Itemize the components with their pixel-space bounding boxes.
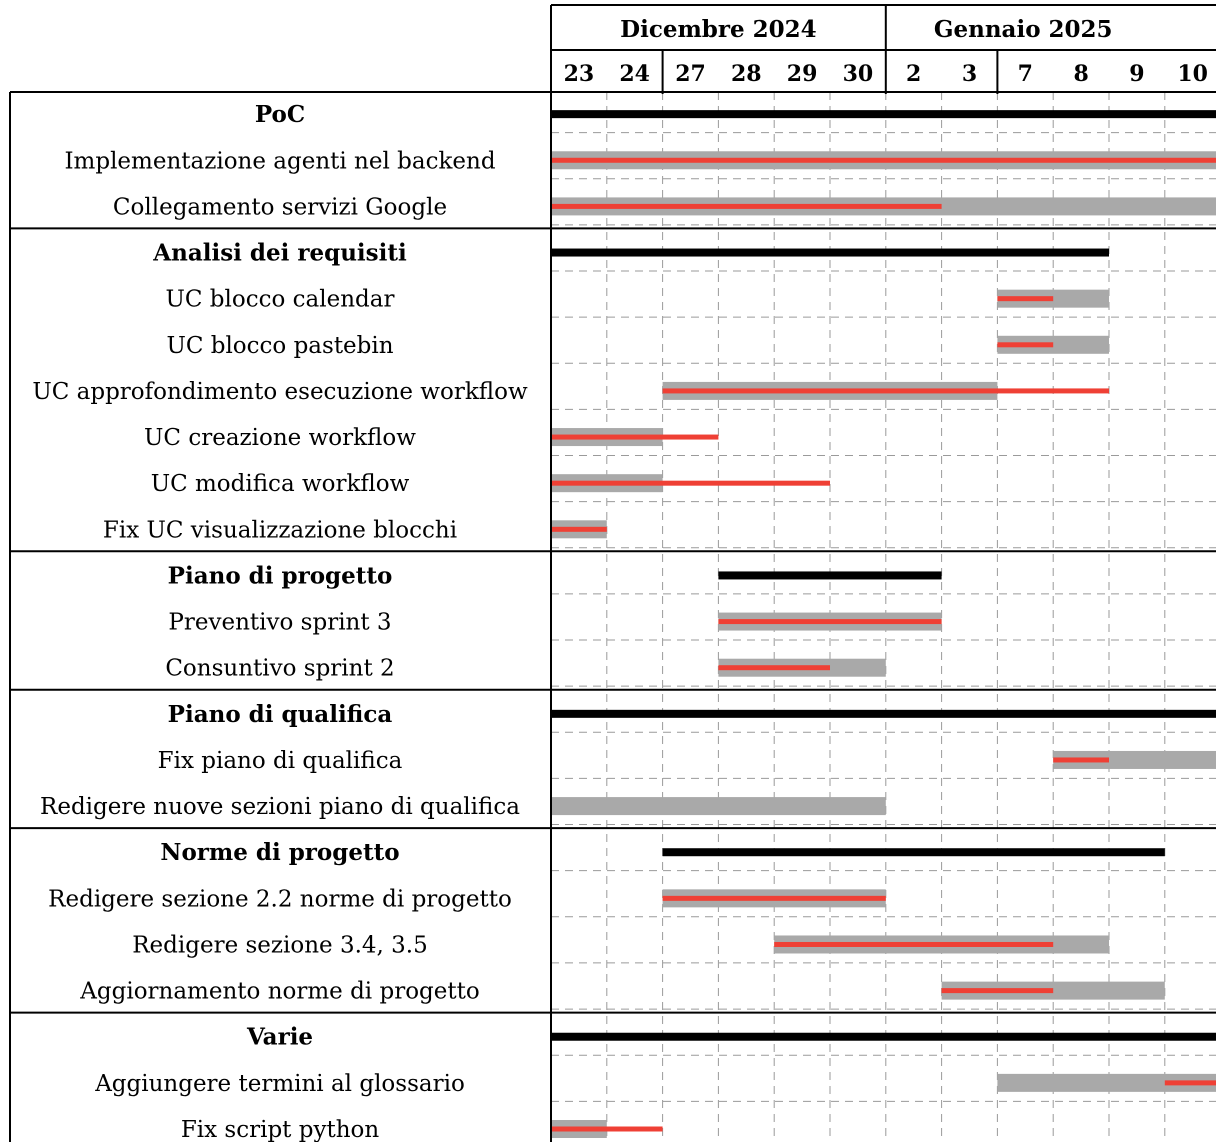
month-label: Dicembre 2024 (620, 16, 817, 43)
day-label: 7 (1018, 61, 1033, 87)
group-label: Piano di progetto (168, 562, 393, 589)
day-label: 9 (1129, 61, 1144, 87)
day-label: 10 (1177, 61, 1208, 87)
actual-bar (1053, 757, 1109, 763)
group-label: PoC (255, 101, 305, 128)
planned-bar (1053, 750, 1216, 769)
actual-bar (941, 988, 1054, 994)
actual-bar (551, 1126, 663, 1132)
actual-bar (551, 157, 1216, 163)
group-bar (662, 848, 1165, 857)
actual-bar (662, 388, 1109, 394)
planned-bar (551, 797, 886, 816)
group-bar (551, 1032, 1216, 1041)
task-label: Consuntivo sprint 2 (165, 656, 394, 682)
task-label: Collegamento servizi Google (113, 194, 447, 220)
day-label: 23 (564, 61, 595, 87)
group-bar (551, 110, 1216, 119)
group-bar (551, 709, 1216, 718)
actual-bar (774, 941, 1054, 947)
actual-bar (551, 526, 607, 532)
day-label: 28 (731, 61, 762, 87)
day-label: 2 (906, 61, 921, 87)
actual-bar (1164, 1080, 1216, 1086)
actual-bar (662, 895, 886, 901)
task-label: UC blocco pastebin (166, 333, 393, 359)
actual-bar (551, 203, 942, 209)
task-label: Aggiornamento norme di progetto (79, 979, 479, 1005)
task-labels: PoC Implementazione agenti nel backend Col… (32, 101, 528, 1142)
planned-bar (997, 1073, 1216, 1092)
group-label: Analisi dei requisiti (152, 240, 407, 267)
group-bar (551, 248, 1109, 257)
task-label: UC approfondimento esecuzione workflow (32, 379, 528, 405)
actual-bar (997, 296, 1054, 302)
task-label: UC modifica workflow (151, 471, 410, 497)
actual-bar (551, 434, 719, 440)
task-label: Fix script python (181, 1117, 380, 1142)
task-label: UC blocco calendar (166, 287, 395, 313)
task-label: Fix UC visualizzazione blocchi (103, 517, 457, 543)
bars (551, 110, 1216, 1139)
task-label: Fix piano di qualifica (158, 748, 403, 774)
day-label: 29 (787, 61, 818, 87)
task-label: Aggiungere termini al glossario (94, 1071, 465, 1097)
actual-bar (997, 342, 1054, 348)
actual-bar (551, 480, 830, 486)
group-bar (718, 571, 942, 580)
task-label: Redigere sezione 3.4, 3.5 (132, 932, 428, 958)
group-label: Varie (246, 1024, 313, 1051)
task-label: Preventivo sprint 3 (168, 610, 391, 636)
day-label: 30 (843, 61, 874, 87)
day-label: 8 (1073, 61, 1088, 87)
actual-bar (718, 665, 830, 671)
day-label: 27 (675, 61, 706, 87)
actual-bar (718, 619, 942, 625)
group-label: Norme di progetto (160, 839, 399, 866)
day-label: 3 (962, 61, 977, 87)
task-label: UC creazione workflow (144, 425, 416, 451)
group-label: Piano di qualifica (168, 701, 393, 728)
frame (9, 91, 1216, 1142)
task-label: Redigere sezione 2.2 norme di progetto (48, 886, 512, 912)
task-label: Implementazione agenti nel backend (64, 148, 495, 174)
month-label: Gennaio 2025 (934, 16, 1113, 43)
day-label: 24 (619, 61, 650, 87)
task-label: Redigere nuove sezioni piano di qualific… (40, 794, 520, 820)
